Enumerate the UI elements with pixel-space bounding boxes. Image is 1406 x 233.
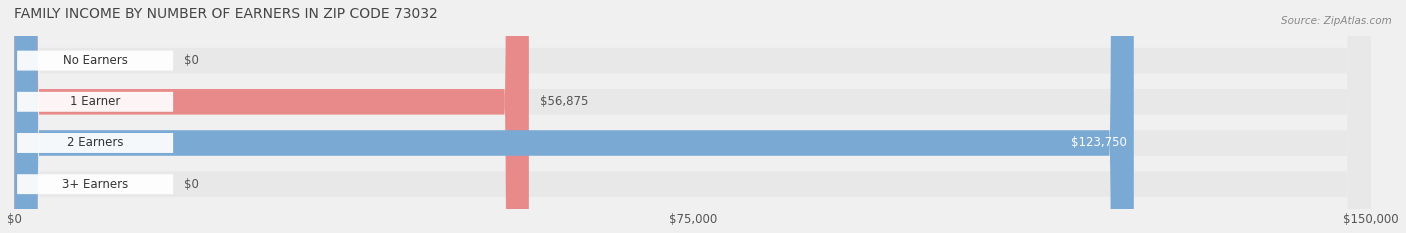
FancyBboxPatch shape (14, 0, 1371, 233)
Text: $56,875: $56,875 (540, 95, 588, 108)
FancyBboxPatch shape (17, 92, 173, 112)
Text: Source: ZipAtlas.com: Source: ZipAtlas.com (1281, 16, 1392, 26)
Text: 1 Earner: 1 Earner (70, 95, 121, 108)
Text: $123,750: $123,750 (1071, 137, 1128, 150)
Text: No Earners: No Earners (63, 54, 128, 67)
Text: 2 Earners: 2 Earners (67, 137, 124, 150)
Text: 3+ Earners: 3+ Earners (62, 178, 128, 191)
FancyBboxPatch shape (14, 0, 529, 233)
FancyBboxPatch shape (14, 0, 1371, 233)
Text: $0: $0 (184, 54, 198, 67)
FancyBboxPatch shape (17, 51, 173, 71)
FancyBboxPatch shape (14, 0, 1133, 233)
Text: FAMILY INCOME BY NUMBER OF EARNERS IN ZIP CODE 73032: FAMILY INCOME BY NUMBER OF EARNERS IN ZI… (14, 7, 439, 21)
Text: $0: $0 (184, 178, 198, 191)
FancyBboxPatch shape (14, 0, 1371, 233)
FancyBboxPatch shape (17, 133, 173, 153)
FancyBboxPatch shape (17, 174, 173, 194)
FancyBboxPatch shape (14, 0, 1371, 233)
